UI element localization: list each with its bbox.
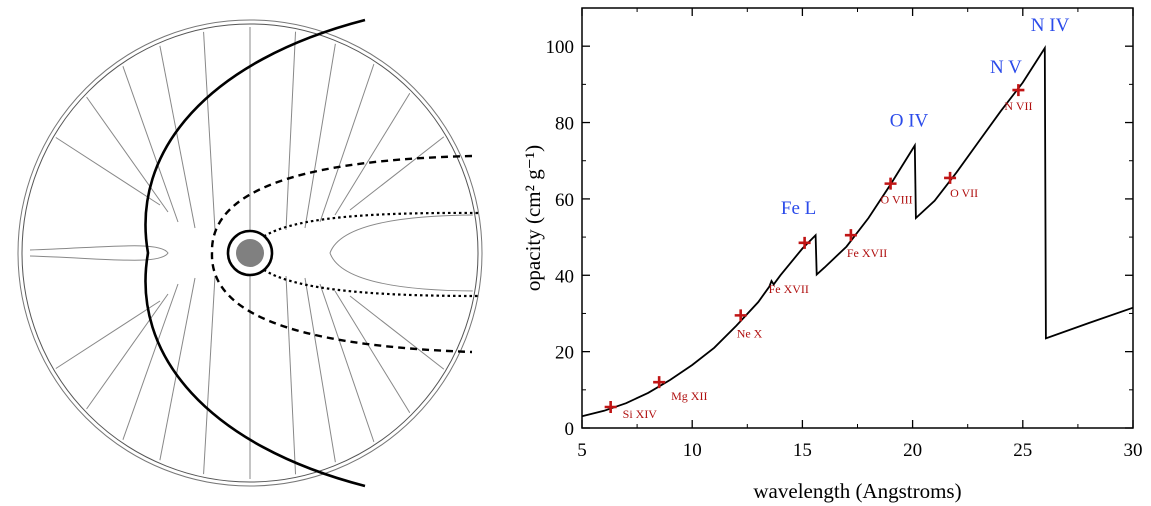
data-point-label: Si XIV [623, 407, 658, 421]
data-point-label: N VII [1004, 99, 1032, 113]
y-tick-label: 100 [546, 37, 575, 58]
y-tick-label: 80 [555, 114, 574, 135]
parabola-dotted [246, 211, 479, 298]
data-point-label: Fe XVII [769, 282, 809, 296]
x-tick-label: 15 [793, 440, 812, 461]
y-tick-label: 0 [565, 419, 575, 440]
edge-label: N V [990, 57, 1022, 78]
plot-frame [581, 7, 1134, 429]
outer-ring [17, 19, 483, 487]
data-point-marker [604, 401, 617, 413]
edge-label: N IV [1031, 15, 1070, 36]
y-tick-label: 20 [555, 343, 574, 364]
data-point-marker [884, 177, 897, 190]
edge-label: O IV [890, 110, 929, 131]
opacity-chart: 5 10 15 20 25 30 0 20 40 60 80 100 Si XIV Mg XII Ne X… [521, 7, 1143, 503]
data-point-marker [844, 229, 857, 242]
data-points [604, 84, 1025, 413]
x-tick-label: 25 [1013, 440, 1032, 461]
parabola-dashed [210, 154, 473, 354]
y-tick-label: 60 [555, 190, 574, 211]
parabola-solid [144, 18, 366, 488]
data-point-label: Ne X [737, 326, 763, 340]
data-point-marker [1012, 84, 1025, 97]
star-core [236, 239, 264, 267]
axis-ticks [581, 8, 1134, 429]
data-point-label: Mg XII [671, 389, 707, 403]
edge-label: Fe L [781, 198, 816, 219]
data-point-label: O VII [950, 186, 978, 200]
wind-geometry-diagram [17, 18, 483, 488]
point-labels: Si XIV Mg XII Ne X Fe XVII Fe XVII O VIII O VI… [623, 99, 1033, 421]
y-axis-title: opacity (cm² g⁻¹) [521, 145, 545, 291]
x-tick-label: 20 [903, 440, 922, 461]
axis-tick-labels: 5 10 15 20 25 30 0 20 40 60 80 100 [546, 37, 1143, 461]
data-point-label: O VIII [881, 193, 913, 207]
data-point-label: Fe XVII [847, 246, 887, 260]
inner-ring [21, 23, 479, 483]
y-tick-label: 40 [555, 266, 574, 287]
data-point-marker [653, 376, 666, 389]
data-point-marker [734, 309, 747, 322]
opacity-curve [581, 45, 1134, 418]
x-tick-label: 10 [683, 440, 702, 461]
data-point-marker [944, 171, 957, 184]
edge-labels: Fe L O IV N V N IV [781, 15, 1070, 219]
x-tick-label: 5 [577, 440, 587, 461]
x-tick-label: 30 [1124, 440, 1143, 461]
data-point-marker [798, 236, 811, 249]
x-axis-title: wavelength (Angstroms) [753, 479, 961, 503]
